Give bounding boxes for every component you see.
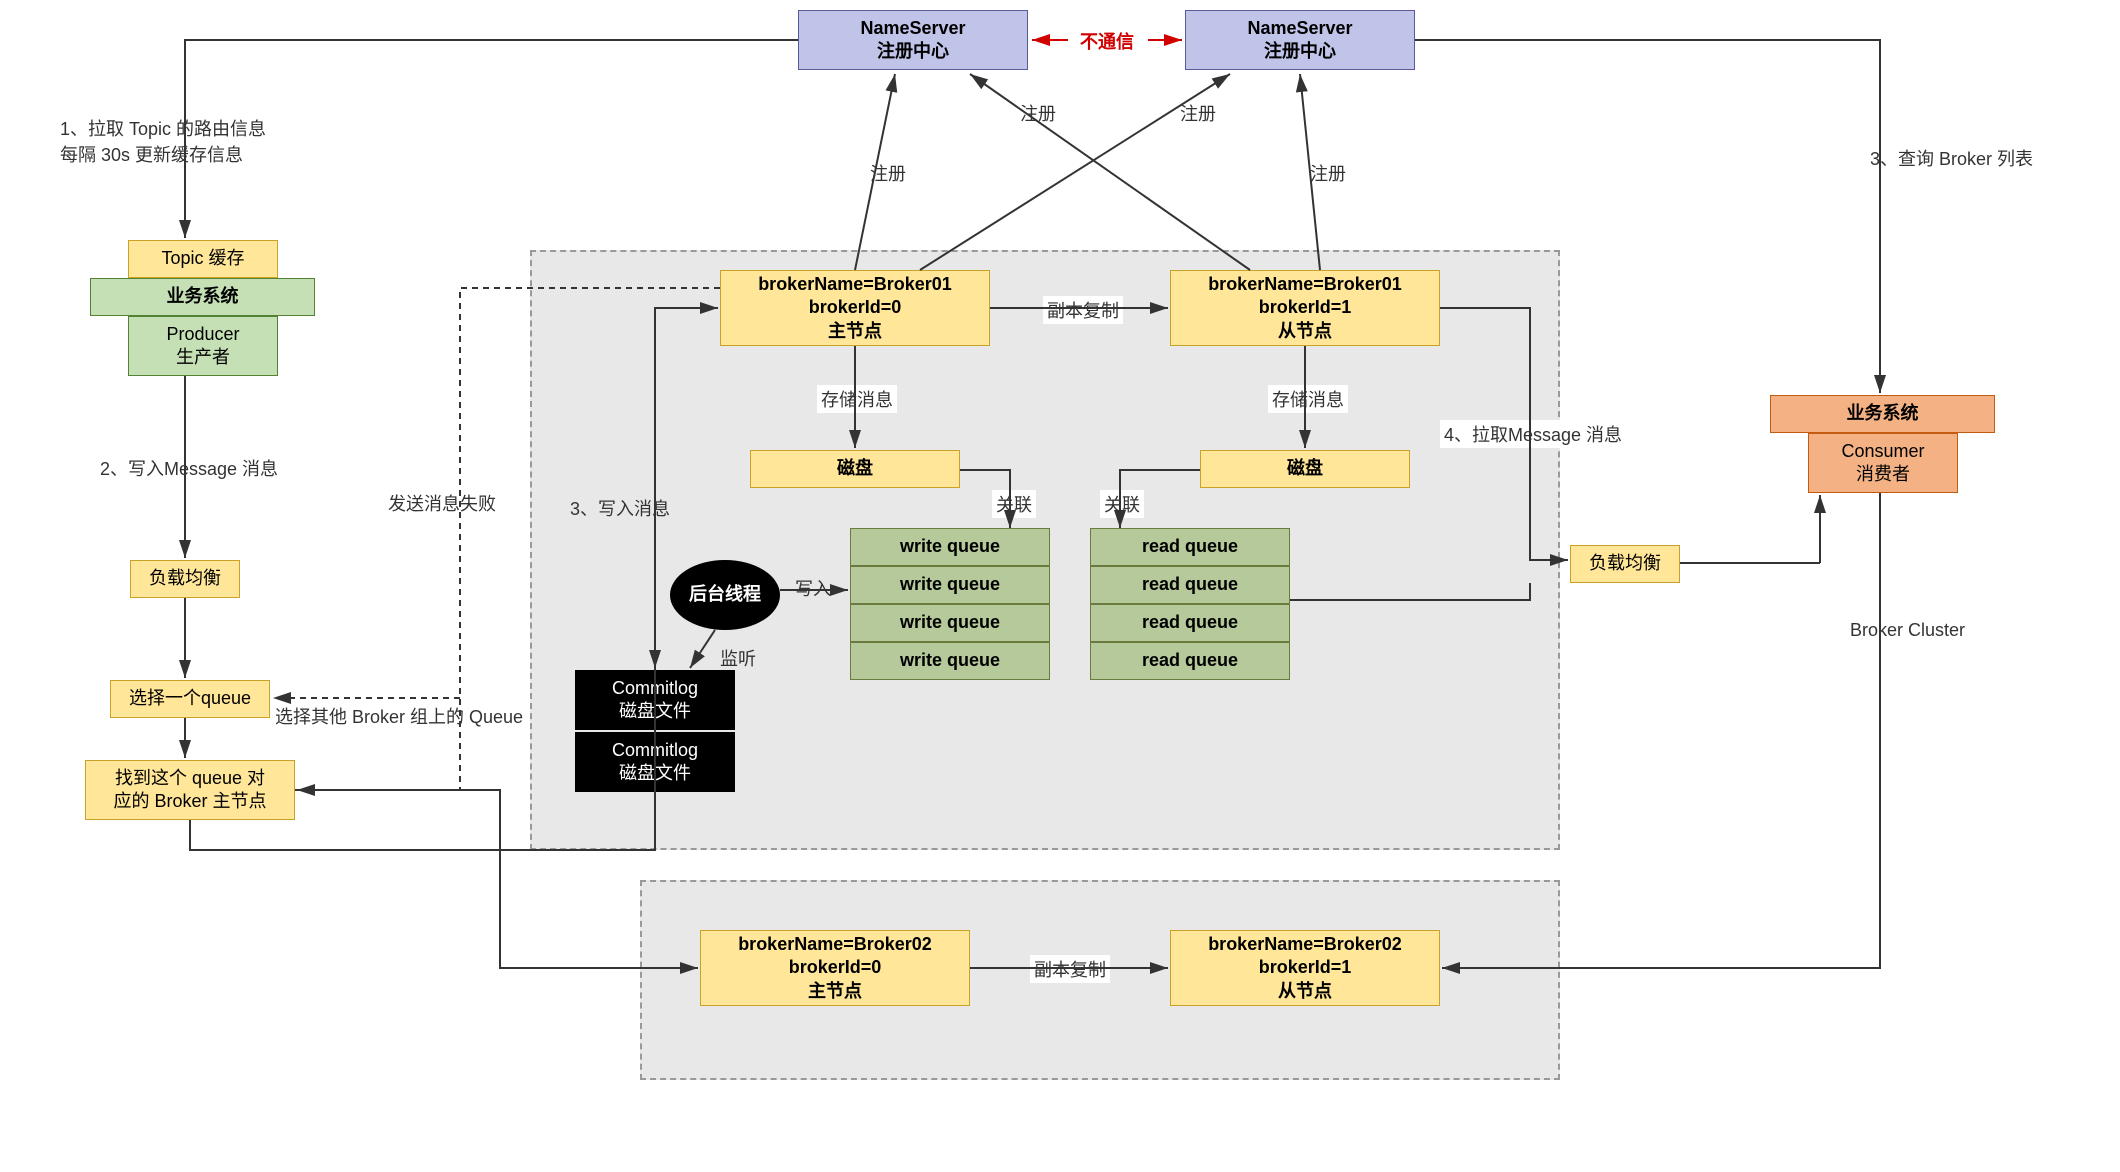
find-broker-master: 找到这个 queue 对 应的 Broker 主节点 bbox=[85, 760, 295, 820]
no-comm-label: 不通信 bbox=[1080, 28, 1134, 54]
register-label-1: 注册 bbox=[870, 160, 906, 186]
query-broker-label: 3、查询 Broker 列表 bbox=[1870, 145, 2033, 171]
biz-system-producer: 业务系统 bbox=[90, 278, 315, 316]
load-balance-1: 负载均衡 bbox=[130, 560, 240, 598]
broker-cluster-label: Broker Cluster bbox=[1850, 620, 1965, 641]
register-label-2: 注册 bbox=[1020, 100, 1056, 126]
replica-label-2: 副本复制 bbox=[1030, 955, 1110, 983]
listen-label: 监听 bbox=[720, 645, 756, 671]
cl2-l2: 磁盘文件 bbox=[619, 762, 691, 785]
replica-label-1: 副本复制 bbox=[1043, 296, 1123, 324]
nameserver-2: NameServer 注册中心 bbox=[1185, 10, 1415, 70]
load-balance-2: 负载均衡 bbox=[1570, 545, 1680, 583]
producer-sub: 生产者 bbox=[176, 346, 230, 369]
b01m-l1: brokerName=Broker01 bbox=[758, 273, 952, 296]
b01s-l1: brokerName=Broker01 bbox=[1208, 273, 1402, 296]
nameserver-1: NameServer 注册中心 bbox=[798, 10, 1028, 70]
select-other-label: 选择其他 Broker 组上的 Queue bbox=[275, 703, 523, 729]
b02s-l1: brokerName=Broker02 bbox=[1208, 933, 1402, 956]
broker02-slave: brokerName=Broker02 brokerId=1 从节点 bbox=[1170, 930, 1440, 1006]
broker01-master: brokerName=Broker01 brokerId=0 主节点 bbox=[720, 270, 990, 346]
b01m-l2: brokerId=0 bbox=[809, 296, 902, 319]
relation-label-1: 关联 bbox=[992, 490, 1036, 518]
store-msg-label-2: 存储消息 bbox=[1268, 385, 1348, 413]
cl1-l2: 磁盘文件 bbox=[619, 700, 691, 723]
write-queue-4: write queue bbox=[850, 642, 1050, 680]
read-queue-4: read queue bbox=[1090, 642, 1290, 680]
send-fail-label: 发送消息失败 bbox=[388, 490, 496, 516]
ns2-title: NameServer bbox=[1247, 17, 1352, 40]
pull-topic-label: 1、拉取 Topic 的路由信息 每隔 30s 更新缓存信息 bbox=[60, 115, 266, 167]
disk-1: 磁盘 bbox=[750, 450, 960, 488]
register-label-3: 注册 bbox=[1180, 100, 1216, 126]
disk-2: 磁盘 bbox=[1200, 450, 1410, 488]
b02m-l2: brokerId=0 bbox=[789, 956, 882, 979]
write-queue-1: write queue bbox=[850, 528, 1050, 566]
write-msg-label: 2、写入Message 消息 bbox=[100, 455, 278, 481]
b01s-l3: 从节点 bbox=[1278, 320, 1332, 343]
b01s-l2: brokerId=1 bbox=[1259, 296, 1352, 319]
write-queue-2: write queue bbox=[850, 566, 1050, 604]
broker02-master: brokerName=Broker02 brokerId=0 主节点 bbox=[700, 930, 970, 1006]
b02m-l1: brokerName=Broker02 bbox=[738, 933, 932, 956]
b01m-l3: 主节点 bbox=[828, 320, 882, 343]
write-queue-3: write queue bbox=[850, 604, 1050, 642]
read-queue-2: read queue bbox=[1090, 566, 1290, 604]
commitlog-2: Commitlog 磁盘文件 bbox=[575, 732, 735, 792]
write-msg3-label: 3、写入消息 bbox=[570, 495, 670, 521]
read-queue-1: read queue bbox=[1090, 528, 1290, 566]
b02m-l3: 主节点 bbox=[808, 980, 862, 1003]
b02s-l3: 从节点 bbox=[1278, 980, 1332, 1003]
store-msg-label-1: 存储消息 bbox=[817, 385, 897, 413]
find-broker-l2: 应的 Broker 主节点 bbox=[113, 790, 266, 813]
topic-cache: Topic 缓存 bbox=[128, 240, 278, 278]
producer-title: Producer bbox=[166, 323, 239, 346]
background-thread: 后台线程 bbox=[670, 560, 780, 630]
commitlog-1: Commitlog 磁盘文件 bbox=[575, 670, 735, 730]
find-broker-l1: 找到这个 queue 对 bbox=[115, 767, 265, 790]
broker01-slave: brokerName=Broker01 brokerId=1 从节点 bbox=[1170, 270, 1440, 346]
ns1-sub: 注册中心 bbox=[877, 40, 949, 63]
consumer-node: Consumer 消费者 bbox=[1808, 433, 1958, 493]
select-queue: 选择一个queue bbox=[110, 680, 270, 718]
read-queue-3: read queue bbox=[1090, 604, 1290, 642]
biz-system-consumer: 业务系统 bbox=[1770, 395, 1995, 433]
cl2-l1: Commitlog bbox=[612, 739, 698, 762]
ns1-title: NameServer bbox=[860, 17, 965, 40]
producer-node: Producer 生产者 bbox=[128, 316, 278, 376]
ns2-sub: 注册中心 bbox=[1264, 40, 1336, 63]
consumer-sub: 消费者 bbox=[1856, 463, 1910, 486]
pull-msg4-label: 4、拉取Message 消息 bbox=[1440, 420, 1626, 448]
write-in-label: 写入 bbox=[795, 575, 831, 601]
b02s-l2: brokerId=1 bbox=[1259, 956, 1352, 979]
consumer-title: Consumer bbox=[1841, 440, 1924, 463]
relation-label-2: 关联 bbox=[1100, 490, 1144, 518]
register-label-4: 注册 bbox=[1310, 160, 1346, 186]
cl1-l1: Commitlog bbox=[612, 677, 698, 700]
